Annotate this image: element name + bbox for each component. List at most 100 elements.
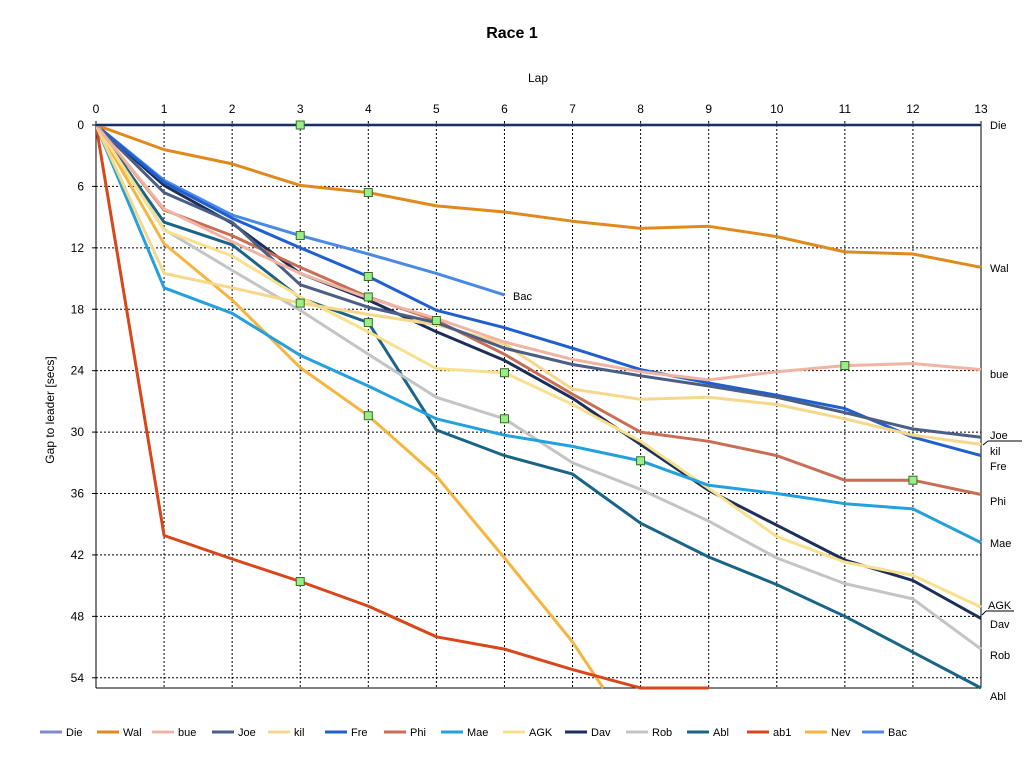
chart-title: Race 1 (486, 25, 538, 42)
y-tick-label: 54 (71, 671, 85, 685)
pit-marker (499, 368, 509, 378)
end-label-fre: Fre (990, 461, 1007, 473)
end-label-joe: Joe (990, 430, 1008, 442)
legend: Die Wal bue Joe kil Fre Phi Mae AGK Dav Rob Abl ab1 N… (40, 727, 907, 739)
pit-marker (363, 271, 373, 281)
callout-pointer-joe (982, 440, 989, 446)
y-tick-label: 36 (71, 487, 85, 501)
legend-item-mae: Mae (441, 727, 488, 739)
plot-area (96, 123, 982, 690)
legend-label: Abl (713, 727, 729, 739)
y-tick-label: 42 (71, 548, 85, 562)
x-tick-label: 2 (229, 102, 236, 116)
legend-label: Fre (351, 727, 368, 739)
x-tick-label: 5 (433, 102, 440, 116)
series-line-bue (96, 124, 982, 382)
legend-label: ab1 (773, 727, 791, 739)
legend-label: Wal (123, 727, 142, 739)
legend-label: Phi (410, 727, 426, 739)
y-tick-label: 18 (71, 302, 85, 316)
y-tick-label: 12 (71, 241, 85, 255)
end-label-dav: Dav (990, 619, 1010, 631)
end-label-rob: Rob (990, 650, 1010, 662)
pit-markers (295, 120, 918, 587)
y-tick-label: 24 (71, 364, 85, 378)
series-line-abl (96, 124, 982, 690)
pit-marker (295, 231, 305, 241)
y-tick-label: 6 (77, 179, 84, 193)
legend-label: kil (294, 727, 304, 739)
end-label-bac: Bac (513, 291, 532, 303)
pit-marker (908, 475, 918, 485)
legend-item-ab1: ab1 (747, 727, 791, 739)
legend-label: Mae (467, 727, 488, 739)
x-tick-label: 4 (365, 102, 372, 116)
legend-item-die: Die (40, 727, 83, 739)
legend-item-fre: Fre (325, 727, 368, 739)
legend-item-abl: Abl (687, 727, 729, 739)
legend-item-phi: Phi (384, 727, 426, 739)
x-tick-label: 8 (637, 102, 644, 116)
series-end-labels: Die Wal bue Joe kil Fre Phi Mae AGK Dav Rob Abl Bac (513, 120, 1022, 703)
series-line-joe (96, 123, 982, 439)
x-tick-label: 7 (569, 102, 576, 116)
legend-item-bac: Bac (862, 727, 907, 739)
series-line-wal (96, 123, 982, 269)
x-tick-label: 1 (161, 102, 168, 116)
pit-marker (295, 577, 305, 587)
x-tick-label: 0 (93, 102, 100, 116)
y-tick-label: 48 (71, 609, 85, 623)
legend-label: Dav (591, 727, 611, 739)
x-tick-label: 13 (974, 102, 988, 116)
series-line-agk (96, 124, 982, 609)
pit-marker (363, 411, 373, 421)
pit-marker (840, 361, 850, 371)
end-label-agk: AGK (988, 600, 1012, 612)
legend-label: Bac (888, 727, 907, 739)
pit-marker (363, 318, 373, 328)
legend-item-rob: Rob (626, 727, 672, 739)
y-tick-label: 0 (77, 118, 84, 132)
x-axis-label: Lap (528, 71, 548, 85)
legend-item-bue: bue (152, 727, 196, 739)
end-label-kil: kil (990, 446, 1000, 458)
legend-label: Nev (831, 727, 851, 739)
series-line-mae (96, 124, 982, 544)
y-tick-label: 30 (71, 425, 85, 439)
series-line-fre (96, 123, 982, 458)
series-line-phi (96, 124, 982, 496)
legend-label: AGK (529, 727, 553, 739)
x-tick-label: 3 (297, 102, 304, 116)
legend-label: bue (178, 727, 196, 739)
x-tick-label: 10 (770, 102, 784, 116)
pit-marker (295, 120, 305, 130)
legend-label: Joe (238, 727, 256, 739)
x-tick-label: 11 (839, 102, 852, 116)
end-label-abl: Abl (990, 691, 1006, 703)
pit-marker (499, 414, 509, 424)
pit-marker (295, 298, 305, 308)
legend-label: Rob (652, 727, 672, 739)
series-line-ab1 (96, 124, 709, 690)
legend-item-wal: Wal (97, 727, 142, 739)
end-label-mae: Mae (990, 538, 1011, 550)
y-axis-label: Gap to leader [secs] (43, 356, 57, 463)
legend-item-kil: kil (268, 727, 304, 739)
end-label-phi: Phi (990, 496, 1006, 508)
legend-item-agk: AGK (503, 727, 553, 739)
callout-pointer-agk (981, 610, 987, 616)
legend-item-joe: Joe (212, 727, 256, 739)
legend-item-dav: Dav (565, 727, 611, 739)
series-line-nev (96, 124, 605, 689)
series-line-kil (96, 124, 982, 446)
legend-item-nev: Nev (805, 727, 851, 739)
series-line-dav (96, 123, 982, 620)
end-label-wal: Wal (990, 263, 1009, 275)
x-tick-label: 9 (705, 102, 712, 116)
end-label-bue: bue (990, 369, 1008, 381)
x-tick-label: 12 (906, 102, 920, 116)
pit-marker (636, 456, 646, 466)
pit-marker (431, 316, 441, 326)
